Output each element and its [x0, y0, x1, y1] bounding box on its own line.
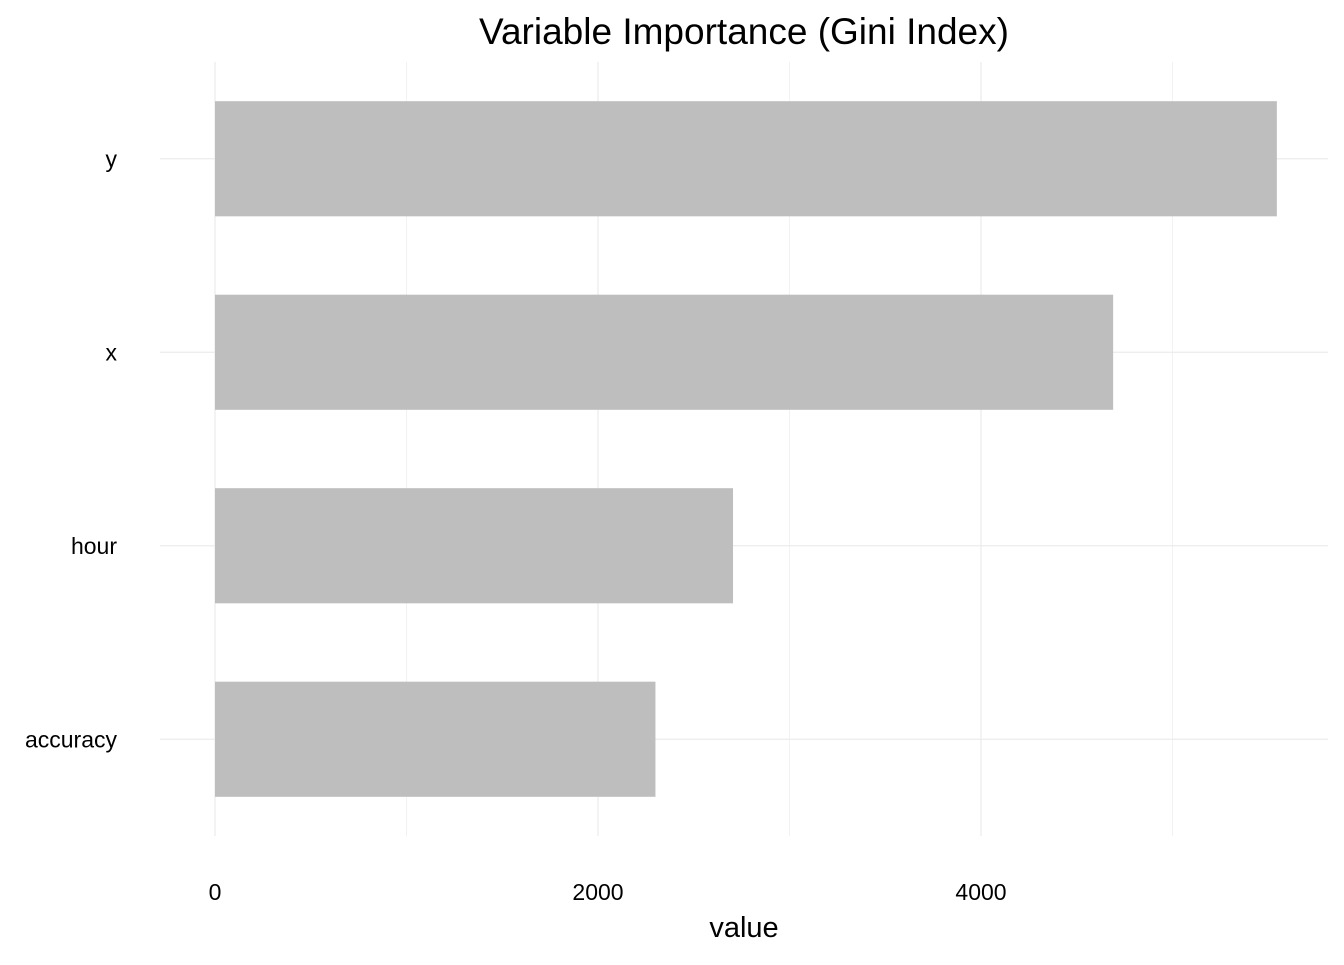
x-axis-title: value — [709, 912, 778, 944]
bar-hour — [215, 488, 734, 604]
y-tick-label: y — [106, 146, 118, 172]
x-tick-label: 2000 — [572, 879, 623, 905]
label-layer: y x hour accuracy 0 2000 4000 — [25, 146, 1007, 905]
y-tick-label: hour — [71, 533, 117, 559]
bar-x — [215, 294, 1114, 410]
x-tick-label: 0 — [209, 879, 222, 905]
x-tick-label: 4000 — [955, 879, 1006, 905]
bar-y — [215, 101, 1277, 217]
y-tick-label: x — [106, 339, 118, 365]
chart-title: Variable Importance (Gini Index) — [479, 11, 1009, 52]
bar-layer — [215, 101, 1277, 797]
bar-accuracy — [215, 681, 656, 797]
y-tick-label: accuracy — [25, 726, 118, 752]
